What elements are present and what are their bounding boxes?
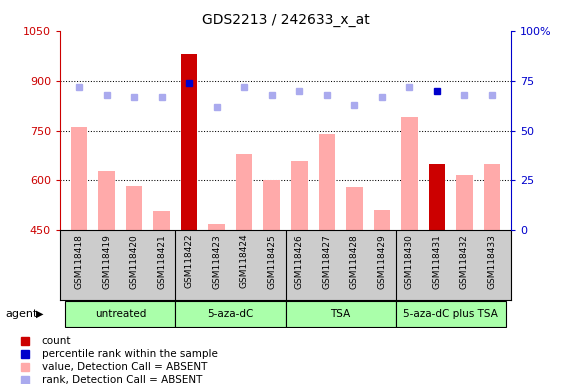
Bar bbox=[291, 161, 308, 230]
Text: GSM118429: GSM118429 bbox=[377, 234, 386, 289]
Text: agent: agent bbox=[6, 309, 38, 319]
Text: count: count bbox=[42, 336, 71, 346]
Text: ▶: ▶ bbox=[36, 309, 43, 319]
FancyBboxPatch shape bbox=[66, 301, 175, 327]
Bar bbox=[236, 154, 252, 230]
Bar bbox=[401, 117, 417, 230]
FancyBboxPatch shape bbox=[175, 301, 286, 327]
Text: GSM118426: GSM118426 bbox=[295, 234, 304, 289]
FancyBboxPatch shape bbox=[396, 301, 505, 327]
Text: 5-aza-dC: 5-aza-dC bbox=[207, 309, 254, 319]
Bar bbox=[126, 187, 143, 230]
Bar bbox=[373, 210, 390, 230]
Text: GSM118420: GSM118420 bbox=[130, 234, 139, 289]
Bar bbox=[456, 175, 473, 230]
Text: percentile rank within the sample: percentile rank within the sample bbox=[42, 349, 218, 359]
Text: GSM118427: GSM118427 bbox=[322, 234, 331, 289]
FancyBboxPatch shape bbox=[286, 301, 396, 327]
Text: GSM118431: GSM118431 bbox=[432, 234, 441, 289]
Bar bbox=[346, 187, 363, 230]
Bar bbox=[263, 180, 280, 230]
Bar bbox=[484, 164, 500, 230]
Bar bbox=[98, 171, 115, 230]
Bar bbox=[181, 54, 198, 230]
Text: GSM118425: GSM118425 bbox=[267, 234, 276, 289]
Text: rank, Detection Call = ABSENT: rank, Detection Call = ABSENT bbox=[42, 376, 202, 384]
Title: GDS2213 / 242633_x_at: GDS2213 / 242633_x_at bbox=[202, 13, 369, 27]
Text: TSA: TSA bbox=[331, 309, 351, 319]
Text: GSM118419: GSM118419 bbox=[102, 234, 111, 289]
Text: GSM118418: GSM118418 bbox=[75, 234, 84, 289]
Text: GSM118422: GSM118422 bbox=[185, 234, 194, 288]
Text: GSM118430: GSM118430 bbox=[405, 234, 414, 289]
Bar bbox=[428, 164, 445, 230]
Text: GSM118432: GSM118432 bbox=[460, 234, 469, 289]
Bar bbox=[71, 127, 87, 230]
Bar bbox=[154, 211, 170, 230]
Text: untreated: untreated bbox=[95, 309, 146, 319]
Text: GSM118423: GSM118423 bbox=[212, 234, 221, 289]
Text: GSM118421: GSM118421 bbox=[157, 234, 166, 289]
Bar bbox=[208, 224, 225, 230]
Text: GSM118428: GSM118428 bbox=[350, 234, 359, 289]
Text: 5-aza-dC plus TSA: 5-aza-dC plus TSA bbox=[403, 309, 498, 319]
Text: value, Detection Call = ABSENT: value, Detection Call = ABSENT bbox=[42, 362, 207, 372]
Text: GSM118433: GSM118433 bbox=[487, 234, 496, 289]
Bar bbox=[319, 134, 335, 230]
Text: GSM118424: GSM118424 bbox=[240, 234, 249, 288]
